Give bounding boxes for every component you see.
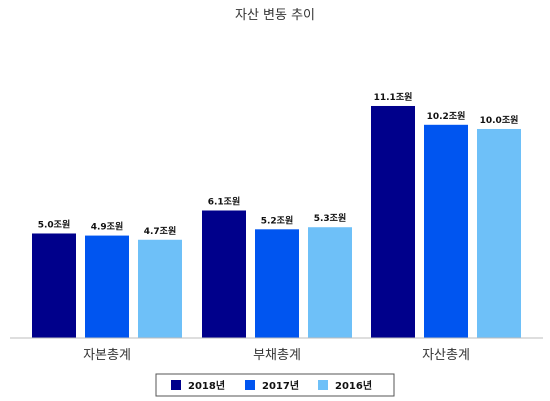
bars-group [32, 105, 521, 339]
bar-0-1 [85, 235, 129, 338]
legend-label-2: 2016년 [335, 379, 372, 392]
data-label-2-0: 11.1조원 [374, 91, 413, 103]
bar-1-2 [308, 227, 352, 338]
legend-swatch-1 [245, 380, 255, 390]
legend: 2018년 2017년 2016년 [171, 379, 372, 392]
legend-swatch-2 [318, 380, 328, 390]
legend-label-0: 2018년 [188, 379, 225, 392]
data-label-1-0: 6.1조원 [208, 195, 241, 207]
data-label-0-2: 4.7조원 [144, 225, 177, 237]
category-label-2: 자산총계 [422, 348, 470, 363]
bar-0-2 [138, 239, 182, 338]
legend-box [155, 373, 395, 397]
bar-1-1 [255, 229, 299, 338]
data-label-0-1: 4.9조원 [91, 221, 124, 233]
category-labels-group: 자본총계 부채총계 자산총계 [83, 348, 470, 363]
bar-2-2 [477, 128, 521, 338]
data-label-2-2: 10.0조원 [480, 114, 519, 126]
data-label-1-2: 5.3조원 [314, 212, 347, 224]
category-label-1: 부채총계 [253, 348, 301, 363]
chart-title: 자산 변동 추이 [235, 8, 315, 23]
bar-0-0 [32, 233, 76, 338]
data-label-1-1: 5.2조원 [261, 214, 294, 226]
bar-2-1 [424, 124, 468, 338]
data-labels-group: 5.0조원 4.9조원 4.7조원 6.1조원 5.2조원 5.3조원 11.1조원 10.2… [38, 91, 519, 237]
bar-2-0 [371, 105, 415, 339]
legend-label-1: 2017년 [262, 379, 299, 392]
category-label-0: 자본총계 [83, 348, 131, 363]
legend-swatch-0 [171, 380, 181, 390]
data-label-2-1: 10.2조원 [427, 110, 466, 122]
bar-1-0 [202, 210, 246, 338]
data-label-0-0: 5.0조원 [38, 218, 71, 230]
